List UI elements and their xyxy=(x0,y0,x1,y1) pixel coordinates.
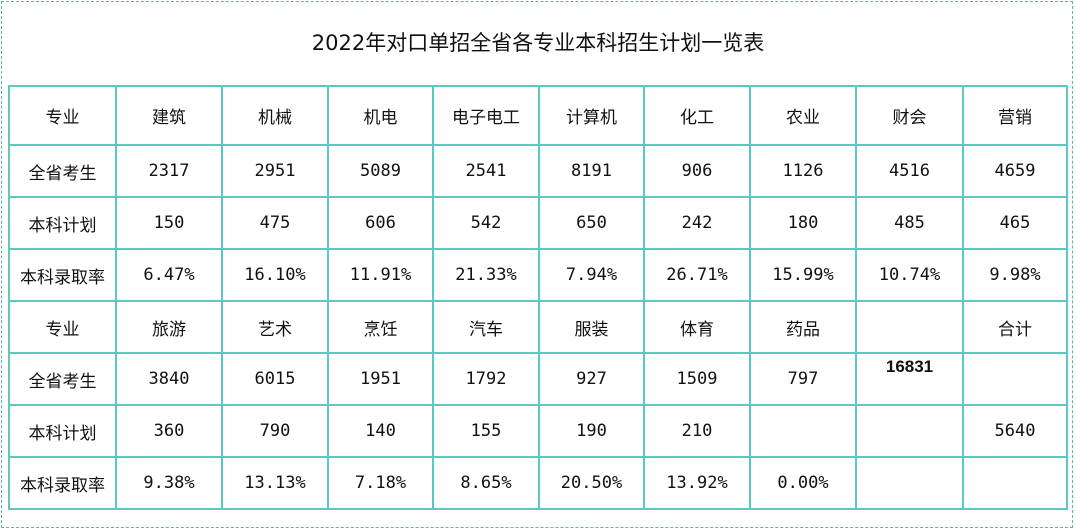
rate-cell: 0.00% xyxy=(749,456,857,510)
plan-cell: 485 xyxy=(855,196,964,250)
total-candidates-cell: 16831 xyxy=(855,352,964,406)
total-plan-cell: 5640 xyxy=(962,404,1068,458)
rate-cell: 21.33% xyxy=(432,248,540,302)
candidates-cell: 4659 xyxy=(962,144,1068,198)
major-cell: 财会 xyxy=(855,85,964,146)
row-label-major: 专业 xyxy=(8,85,117,146)
rate-cell: 13.13% xyxy=(221,456,329,510)
rate-cell: 7.94% xyxy=(538,248,645,302)
table-row-rate-1: 本科录取率 6.47% 16.10% 11.91% 21.33% 7.94% 2… xyxy=(8,248,1068,302)
candidates-cell: 1792 xyxy=(432,352,540,406)
table-row-majors-1: 专业 建筑 机械 机电 电子电工 计算机 化工 农业 财会 营销 xyxy=(8,85,1068,146)
major-cell: 机电 xyxy=(327,85,434,146)
plan-cell: 155 xyxy=(432,404,540,458)
plan-cell: 650 xyxy=(538,196,645,250)
major-cell: 服装 xyxy=(538,300,645,354)
major-cell: 计算机 xyxy=(538,85,645,146)
row-label-candidates: 全省考生 xyxy=(8,352,117,406)
rate-cell: 10.74% xyxy=(855,248,964,302)
major-cell: 艺术 xyxy=(221,300,329,354)
rate-cell: 9.98% xyxy=(962,248,1068,302)
plan-cell: 180 xyxy=(749,196,857,250)
candidates-cell: 1126 xyxy=(749,144,857,198)
enrollment-table: 专业 建筑 机械 机电 电子电工 计算机 化工 农业 财会 营销 全省考生 23… xyxy=(8,85,1068,510)
candidates-cell: 906 xyxy=(643,144,751,198)
plan-cell: 790 xyxy=(221,404,329,458)
plan-cell: 150 xyxy=(115,196,223,250)
rate-cell: 8.65% xyxy=(432,456,540,510)
table-title: 2022年对口单招全省各专业本科招生计划一览表 xyxy=(311,31,765,55)
candidates-cell: 1509 xyxy=(643,352,751,406)
major-cell: 汽车 xyxy=(432,300,540,354)
candidates-cell: 927 xyxy=(538,352,645,406)
rate-cell: 15.99% xyxy=(749,248,857,302)
table-row-majors-2: 专业 旅游 艺术 烹饪 汽车 服装 体育 药品 合计 xyxy=(8,300,1068,354)
plan-cell xyxy=(855,404,964,458)
candidates-cell: 3840 xyxy=(115,352,223,406)
plan-cell: 140 xyxy=(327,404,434,458)
rate-cell: 7.18% xyxy=(327,456,434,510)
row-label-plan: 本科计划 xyxy=(8,196,117,250)
table-row-plan-1: 本科计划 150 475 606 542 650 242 180 485 465 xyxy=(8,196,1068,250)
plan-cell: 475 xyxy=(221,196,329,250)
major-cell xyxy=(855,300,964,354)
major-cell: 建筑 xyxy=(115,85,223,146)
rate-cell: 20.50% xyxy=(538,456,645,510)
plan-cell: 190 xyxy=(538,404,645,458)
plan-cell: 465 xyxy=(962,196,1068,250)
candidates-cell: 5089 xyxy=(327,144,434,198)
candidates-cell: 2317 xyxy=(115,144,223,198)
table-row-plan-2: 本科计划 360 790 140 155 190 210 5640 xyxy=(8,404,1068,458)
candidates-cell: 1951 xyxy=(327,352,434,406)
major-cell: 药品 xyxy=(749,300,857,354)
row-label-candidates: 全省考生 xyxy=(8,144,117,198)
rate-cell: 6.47% xyxy=(115,248,223,302)
major-cell: 农业 xyxy=(749,85,857,146)
row-label-plan: 本科计划 xyxy=(8,404,117,458)
plan-cell xyxy=(749,404,857,458)
major-cell: 营销 xyxy=(962,85,1068,146)
total-header-cell: 合计 xyxy=(962,300,1068,354)
rate-cell: 9.38% xyxy=(115,456,223,510)
candidates-cell xyxy=(962,352,1068,406)
major-cell: 机械 xyxy=(221,85,329,146)
major-cell: 电子电工 xyxy=(432,85,540,146)
table-row-candidates-2: 全省考生 3840 6015 1951 1792 927 1509 797 16… xyxy=(8,352,1068,406)
plan-cell: 606 xyxy=(327,196,434,250)
candidates-cell: 2951 xyxy=(221,144,329,198)
plan-cell: 542 xyxy=(432,196,540,250)
major-cell: 体育 xyxy=(643,300,751,354)
row-label-rate: 本科录取率 xyxy=(8,456,117,510)
major-cell: 化工 xyxy=(643,85,751,146)
candidates-cell: 8191 xyxy=(538,144,645,198)
row-label-rate: 本科录取率 xyxy=(8,248,117,302)
major-cell: 烹饪 xyxy=(327,300,434,354)
rate-cell: 13.92% xyxy=(643,456,751,510)
rate-cell: 26.71% xyxy=(643,248,751,302)
plan-cell: 210 xyxy=(643,404,751,458)
major-cell: 旅游 xyxy=(115,300,223,354)
plan-cell: 360 xyxy=(115,404,223,458)
row-label-major: 专业 xyxy=(8,300,117,354)
candidates-cell: 4516 xyxy=(855,144,964,198)
rate-cell xyxy=(855,456,964,510)
rate-cell: 16.10% xyxy=(221,248,329,302)
candidates-cell: 2541 xyxy=(432,144,540,198)
table-row-candidates-1: 全省考生 2317 2951 5089 2541 8191 906 1126 4… xyxy=(8,144,1068,198)
candidates-cell: 797 xyxy=(749,352,857,406)
plan-cell: 242 xyxy=(643,196,751,250)
rate-cell: 11.91% xyxy=(327,248,434,302)
rate-cell xyxy=(962,456,1068,510)
candidates-cell: 6015 xyxy=(221,352,329,406)
total-candidates-value: 16831 xyxy=(885,357,934,376)
table-row-rate-2: 本科录取率 9.38% 13.13% 7.18% 8.65% 20.50% 13… xyxy=(8,456,1068,510)
